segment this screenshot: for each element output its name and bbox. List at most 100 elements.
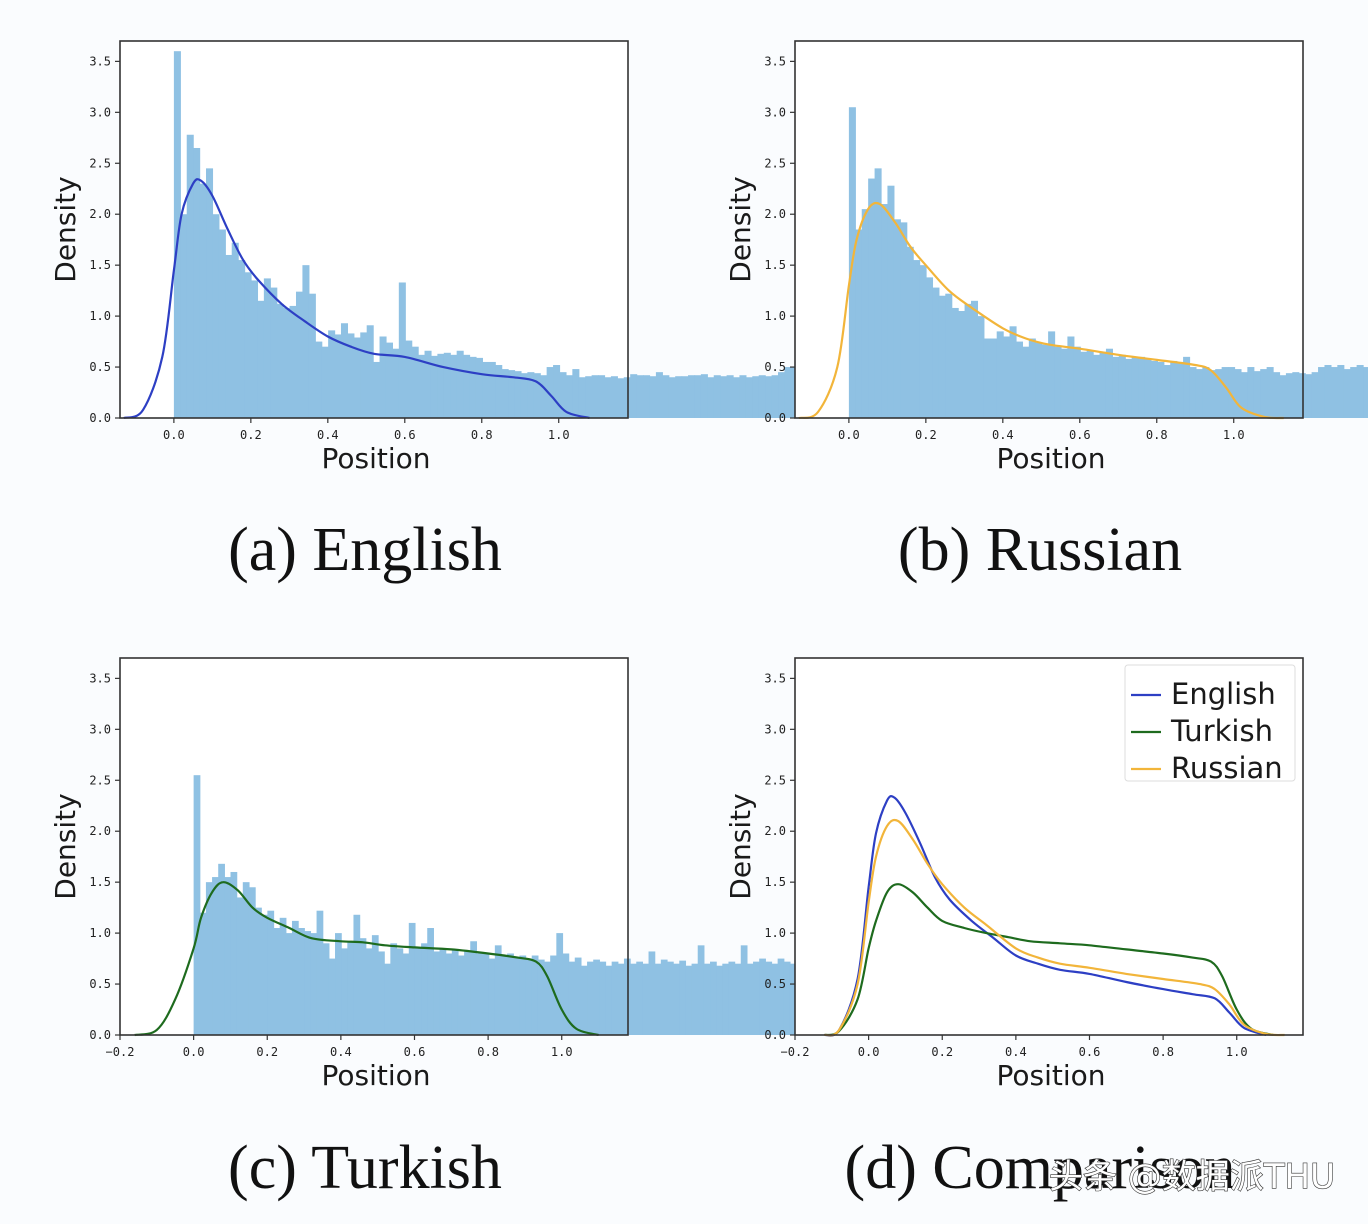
histogram-bar — [585, 376, 593, 418]
histogram-bar — [405, 340, 413, 418]
plot-frame — [794, 657, 1304, 1036]
histogram-bar — [861, 209, 869, 418]
y-tick-label: 3.5 — [89, 671, 111, 685]
histogram-bar — [938, 295, 946, 418]
histogram-bar — [662, 375, 670, 418]
histogram-bar — [267, 910, 275, 1035]
histogram-bar — [673, 963, 680, 1035]
histogram-bar — [525, 958, 533, 1035]
histogram-bar — [752, 376, 760, 418]
histogram-bar — [874, 168, 882, 418]
legend-label-english: English — [1171, 677, 1276, 711]
histogram-bar — [398, 282, 406, 418]
histogram-bar — [291, 920, 299, 1035]
histogram-bar — [180, 214, 188, 418]
histogram-bar — [1221, 367, 1229, 418]
histogram-bar — [384, 963, 391, 1035]
x-tick-label: 0.0 — [838, 428, 860, 442]
caption-d: (d) Comparison — [845, 1134, 1236, 1202]
histogram-bar — [224, 877, 232, 1035]
histogram-bar — [310, 933, 318, 1035]
histogram-bar — [261, 914, 268, 1035]
x-tick-label: 0.8 — [471, 428, 493, 442]
histogram-bar — [1266, 367, 1274, 418]
histogram-bar — [753, 961, 760, 1035]
legend-label-turkish: Turkish — [1170, 714, 1273, 748]
histogram-bar — [373, 361, 381, 418]
histogram-bar — [1028, 338, 1036, 418]
histogram-bar — [1022, 346, 1030, 418]
histogram-bar — [900, 222, 908, 418]
histogram-bar — [456, 350, 464, 418]
histogram-bar — [340, 323, 349, 418]
plot-frame — [794, 40, 1304, 419]
histogram-bar — [660, 959, 668, 1035]
histogram-bar — [1163, 365, 1171, 418]
y-tick-label: 1.0 — [89, 309, 111, 323]
histogram-bar — [784, 367, 792, 418]
histogram-bar — [733, 377, 741, 418]
histogram-bar — [1330, 367, 1338, 418]
x-tick-label: 1.0 — [1223, 428, 1245, 442]
caption-b: (b) Russian — [898, 516, 1182, 584]
histogram-bar — [777, 958, 785, 1035]
x-axis: −0.2 0.0 0.2 0.4 0.6 0.8 1.0 — [781, 1035, 1248, 1059]
histogram-bar — [1356, 365, 1364, 418]
histogram-bar — [279, 917, 287, 1035]
histogram-bar — [739, 375, 747, 418]
histogram-bar — [501, 369, 509, 418]
histogram-bar — [617, 963, 625, 1035]
histogram-bar — [1260, 369, 1268, 418]
histogram-bar — [206, 168, 214, 418]
y-axis: 0.0 0.5 1.0 1.5 2.0 2.5 3.0 3.5 — [764, 54, 795, 425]
histogram-bar — [341, 948, 348, 1035]
histogram-bar — [1285, 373, 1293, 418]
histogram-bar — [1073, 346, 1081, 418]
histogram-bar — [572, 369, 580, 418]
histogram-bar — [707, 377, 715, 418]
histogram-bar — [495, 365, 503, 418]
histogram-bar — [716, 965, 723, 1035]
histogram-bar — [414, 948, 422, 1035]
x-tick-label: 0.0 — [858, 1045, 880, 1059]
histogram-bar — [531, 955, 539, 1035]
histogram-bar — [411, 346, 419, 418]
histogram-bar — [1208, 370, 1216, 418]
histogram-bar — [983, 338, 991, 418]
histogram-bar — [443, 352, 451, 418]
x-tick-label: 0.6 — [1079, 1045, 1101, 1059]
histogram-bar — [1048, 331, 1056, 418]
y-tick-label: 2.5 — [89, 773, 111, 787]
y-tick-label: 3.0 — [764, 722, 786, 736]
histogram-bar — [643, 375, 651, 418]
histogram-bar — [598, 375, 606, 418]
histogram-bar — [321, 346, 329, 418]
histogram-bar — [508, 370, 516, 418]
histogram-bar — [771, 375, 779, 418]
histogram-bar — [1324, 365, 1332, 418]
caption-c: (c) Turkish — [228, 1134, 502, 1202]
histogram-bar — [681, 376, 689, 418]
histogram-bar — [225, 254, 233, 418]
histogram-bar — [1157, 361, 1165, 418]
histogram-bar — [783, 961, 791, 1035]
panel-a: 0.0 0.2 0.4 0.6 0.8 1.0 0.0 0.5 1.0 1.5 2.0 2.5 3.0 3… — [49, 40, 818, 584]
x-tick-label: 1.0 — [551, 1045, 573, 1059]
histogram-bar — [514, 371, 522, 418]
histogram-bar — [550, 955, 557, 1035]
histogram-bar — [1112, 356, 1120, 418]
x-tick-label: 0.6 — [394, 428, 416, 442]
histogram-bar — [488, 361, 496, 418]
histogram-bar — [855, 229, 863, 418]
histogram-bar — [1080, 351, 1088, 418]
histogram-bar — [728, 961, 736, 1035]
histogram-bar — [697, 945, 705, 1035]
histogram-bar — [771, 963, 779, 1035]
histogram-bar — [688, 375, 696, 418]
histogram-bar — [507, 953, 514, 1035]
x-tick-label: 0.8 — [1146, 428, 1168, 442]
histogram-bar — [977, 316, 985, 418]
histogram-bar — [919, 265, 927, 418]
histogram-bar — [611, 961, 619, 1035]
